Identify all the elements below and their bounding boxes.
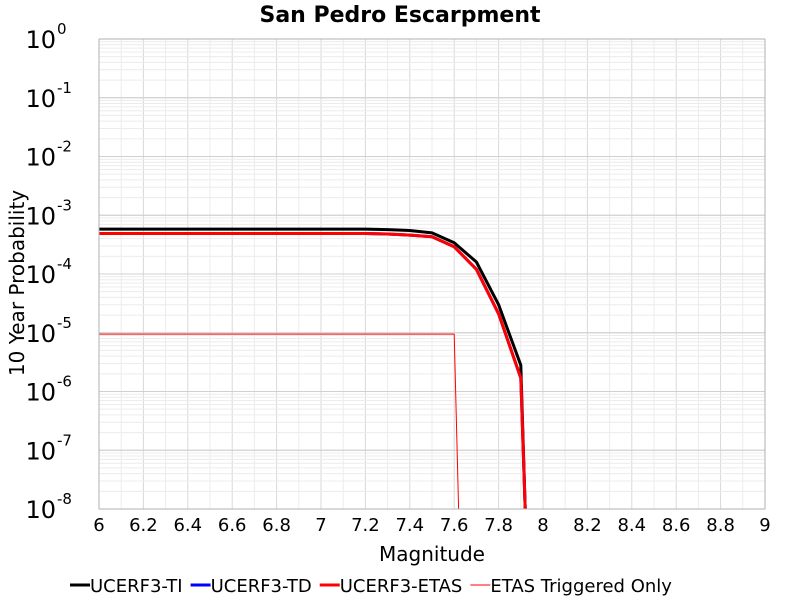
x-tick-label: 8: [537, 515, 548, 536]
chart-title: San Pedro Escarpment: [259, 3, 541, 28]
y-tick-label: 10: [25, 85, 56, 113]
x-tick-label: 6.4: [173, 515, 202, 536]
y-tick-label: 10: [25, 437, 56, 465]
y-tick-exponent: -7: [57, 431, 72, 449]
x-tick-label: 7: [315, 515, 326, 536]
x-tick-label: 6.6: [218, 515, 247, 536]
legend-label-1: UCERF3-TD: [211, 576, 312, 597]
y-tick-exponent: -3: [57, 196, 72, 214]
plot-frame: [98, 38, 766, 510]
y-tick-exponent: -5: [57, 314, 72, 332]
plot-border: [98, 38, 766, 510]
y-tick-exponent: -4: [57, 255, 72, 273]
series-line-0: [99, 227, 527, 510]
series-line-3: [99, 333, 460, 510]
legend: UCERF3-TI UCERF3-TD UCERF3-ETAS ETAS Trigge…: [70, 576, 672, 597]
y-tick-label: 10: [25, 202, 56, 230]
y-tick-exponent: -2: [57, 138, 72, 156]
y-tick-label: 10: [25, 144, 56, 172]
series-lines: [99, 227, 527, 510]
y-tick-exponent: -1: [57, 79, 72, 97]
y-tick-label: 10: [25, 320, 56, 348]
grid: [98, 38, 766, 510]
legend-label-2: UCERF3-ETAS: [340, 576, 463, 597]
x-tick-label: 7.6: [440, 515, 469, 536]
x-axis-label: Magnitude: [379, 542, 485, 566]
x-tick-label: 8.2: [573, 515, 602, 536]
x-tick-label: 7.8: [484, 515, 513, 536]
y-tick-label: 10: [25, 261, 56, 289]
x-tick-label: 6.2: [129, 515, 158, 536]
x-ticks: 6 6.2 6.4 6.6 6.8 7 7.2 7.4 7.6 7.8 8 8.2 8.4 8.6 8.8 9: [93, 515, 770, 536]
x-tick-label: 7.4: [395, 515, 424, 536]
y-tick-label: 10: [25, 496, 56, 524]
x-tick-label: 8.4: [617, 515, 646, 536]
y-tick-exponent: 0: [57, 20, 67, 38]
y-axis-label: 10 Year Probability: [5, 190, 29, 376]
x-tick-label: 8.8: [706, 515, 735, 536]
y-tick-label: 10: [25, 379, 56, 407]
x-tick-label: 7.2: [351, 515, 380, 536]
y-tick-exponent: -6: [57, 373, 72, 391]
series-line-2: [99, 232, 527, 510]
x-tick-label: 6.8: [262, 515, 291, 536]
y-tick-label: 10: [25, 26, 56, 54]
x-tick-label: 8.6: [662, 515, 691, 536]
x-tick-label: 9: [759, 515, 770, 536]
legend-label-3: ETAS Triggered Only: [490, 576, 672, 597]
x-tick-label: 6: [93, 515, 104, 536]
y-tick-exponent: -8: [57, 490, 72, 508]
legend-label-0: UCERF3-TI: [90, 576, 183, 597]
